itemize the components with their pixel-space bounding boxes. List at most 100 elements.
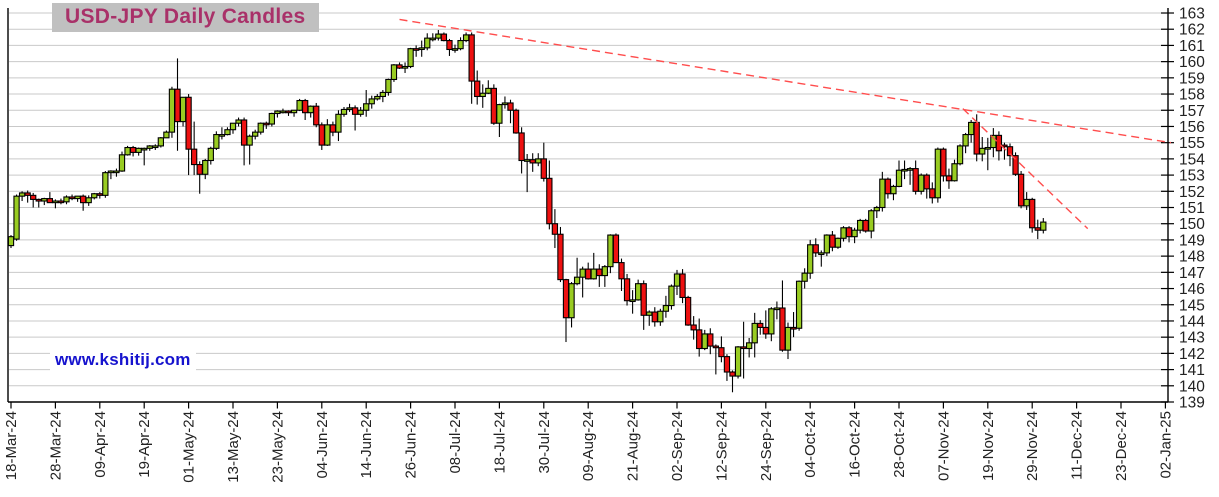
candle-body	[52, 200, 59, 204]
candle-body	[252, 131, 259, 137]
y-tick-label: 146	[1179, 281, 1205, 298]
y-tick-label: 162	[1179, 22, 1205, 39]
candle-body	[646, 311, 653, 316]
candle-body	[446, 40, 453, 51]
candle-body	[285, 110, 292, 114]
candle-body	[873, 206, 880, 212]
x-tick-label: 18-Jul-24	[491, 411, 508, 474]
candle-body	[163, 131, 170, 139]
candle-body	[379, 91, 386, 98]
candle-body	[851, 229, 858, 238]
x-tick-label: 08-Jul-24	[447, 411, 464, 474]
candle-body	[701, 333, 708, 350]
candle-body	[363, 103, 370, 111]
candle-body	[213, 134, 220, 149]
x-tick-label: 07-Nov-24	[935, 411, 952, 481]
candle-body	[85, 197, 92, 204]
candle-body	[973, 121, 980, 155]
x-tick-label: 11-Dec-24	[1069, 411, 1086, 480]
candle-body	[457, 40, 464, 50]
y-tick-label: 149	[1179, 232, 1205, 249]
candle-body	[668, 285, 675, 307]
chart-title: USD-JPY Daily Candles	[52, 3, 319, 32]
x-tick-label: 16-Oct-24	[847, 411, 864, 478]
candle-body	[229, 122, 237, 131]
candle-body	[729, 371, 736, 377]
y-tick-label: 156	[1179, 119, 1205, 136]
candle-body	[523, 159, 531, 162]
candle-body	[762, 326, 769, 335]
candle-body	[296, 99, 303, 111]
y-tick-label: 163	[1179, 6, 1205, 23]
candle-body	[324, 124, 331, 146]
candle-body	[462, 34, 470, 42]
candle-body	[290, 109, 298, 114]
candle-body	[718, 347, 725, 358]
candle-body	[890, 185, 897, 195]
candle-body	[468, 34, 475, 82]
candle-body	[618, 262, 625, 280]
candle-body	[673, 273, 681, 287]
y-tick-label: 147	[1179, 265, 1205, 282]
x-tick-label: 23-May-24	[269, 411, 286, 483]
candle-body	[573, 276, 581, 285]
x-tick-label: 28-Mar-24	[47, 411, 64, 480]
candle-body	[91, 193, 98, 199]
y-tick-label: 139	[1179, 395, 1205, 412]
x-tick-label: 19-Apr-24	[136, 411, 153, 478]
candle-body	[107, 170, 115, 174]
candle-body	[651, 311, 658, 323]
candle-body	[368, 98, 375, 105]
candle-body	[518, 132, 525, 162]
candle-body	[346, 107, 353, 110]
candle-body	[501, 102, 509, 106]
candle-body	[235, 119, 242, 124]
candle-body	[496, 104, 503, 124]
candle-body	[274, 110, 281, 115]
x-tick-label: 24-Sep-24	[758, 411, 775, 481]
candle-body	[318, 124, 325, 146]
candle-body	[157, 137, 164, 147]
candle-body	[984, 146, 991, 150]
x-tick-label: 18-Mar-24	[3, 411, 20, 480]
candle-body	[812, 244, 819, 254]
y-tick-label: 150	[1179, 216, 1205, 233]
candle-body	[18, 192, 26, 197]
candle-body	[268, 112, 275, 125]
candle-body	[390, 64, 398, 81]
x-tick-label: 13-May-24	[225, 411, 242, 483]
x-tick-label: 26-Jun-24	[403, 411, 420, 479]
candle-body	[745, 342, 753, 350]
candle-body	[940, 148, 947, 177]
trendline-long-downtrend	[399, 18, 1172, 144]
candle-body	[102, 172, 109, 196]
candle-body	[807, 244, 814, 274]
candle-body	[568, 283, 575, 319]
candle-body	[24, 192, 31, 196]
candle-body	[657, 310, 664, 323]
watermark-link[interactable]: www.kshitij.com	[50, 349, 196, 371]
candle-body	[174, 88, 181, 123]
candle-body	[840, 227, 847, 239]
candle-body	[490, 87, 497, 124]
candle-body	[80, 195, 87, 204]
y-tick-label: 155	[1179, 135, 1205, 152]
candle-body	[956, 145, 964, 165]
x-tick-label: 30-Jul-24	[536, 411, 553, 474]
candle-body	[623, 278, 631, 302]
trendline-steep-downtrend	[962, 108, 1089, 230]
candle-body	[152, 145, 159, 149]
candle-body	[263, 122, 270, 126]
candle-body	[901, 168, 908, 172]
candle-body	[690, 324, 697, 331]
x-tick-label: 14-Jun-24	[358, 411, 375, 479]
candle-body	[590, 268, 597, 280]
candle-body	[301, 99, 309, 114]
candle-body	[662, 305, 670, 312]
y-tick-label: 145	[1179, 297, 1205, 314]
candle-body	[96, 193, 103, 196]
candle-body	[895, 169, 903, 187]
candle-body	[68, 196, 76, 200]
candle-body	[401, 65, 409, 69]
